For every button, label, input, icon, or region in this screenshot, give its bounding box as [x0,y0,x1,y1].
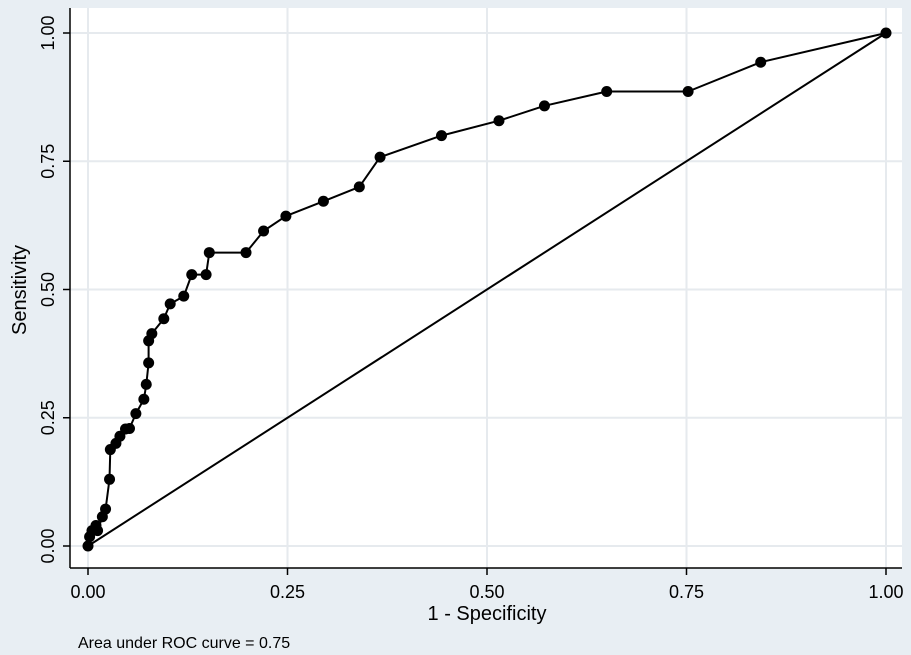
roc-point [353,181,365,193]
roc-point [493,115,505,127]
y-axis-title: Sensitivity [9,245,31,335]
roc-point [682,85,694,97]
roc-point [538,100,550,112]
roc-point [280,210,292,222]
roc-point [755,56,767,68]
series-layer [82,27,892,552]
roc-point [164,298,176,310]
roc-point [138,393,150,405]
roc-point [200,269,212,281]
x-tick-label: 0.75 [669,582,704,602]
gridlines [70,8,902,568]
roc-point [258,225,270,237]
roc-point [92,525,104,537]
axes: 0.00 0.00 0.25 0.25 0.50 0.50 0.75 0.75 1.00 1.00 [38,8,904,602]
x-tick-label: 0.00 [70,582,105,602]
axis-labels: 1 - Specificity Sensitivity Area under R… [9,245,546,652]
roc-point [203,247,215,259]
reference-diagonal-line [87,32,887,547]
roc-point [240,247,252,259]
x-tick-label: 0.50 [469,582,504,602]
x-tick-label: 0.25 [270,582,305,602]
roc-point [317,195,329,207]
roc-point [140,378,152,390]
y-tick-label: 0.75 [38,144,58,179]
roc-point [130,408,142,420]
y-tick-label: 0.50 [38,272,58,307]
roc-point [178,290,190,302]
auc-annotation: Area under ROC curve = 0.75 [78,635,290,652]
roc-point [143,357,155,369]
roc-point [186,269,198,281]
y-tick-label: 1.00 [38,15,58,50]
roc-point [601,85,613,97]
y-tick-label: 0.25 [38,400,58,435]
x-tick-label: 1.00 [868,582,903,602]
roc-point [104,473,116,485]
roc-point [123,423,135,435]
roc-point [100,503,112,515]
x-axis-title: 1 - Specificity [428,603,547,625]
roc-point [158,313,170,325]
roc-point [374,151,386,163]
roc-point [436,130,448,142]
roc-point [146,328,158,340]
y-tick-label: 0.00 [38,528,58,563]
